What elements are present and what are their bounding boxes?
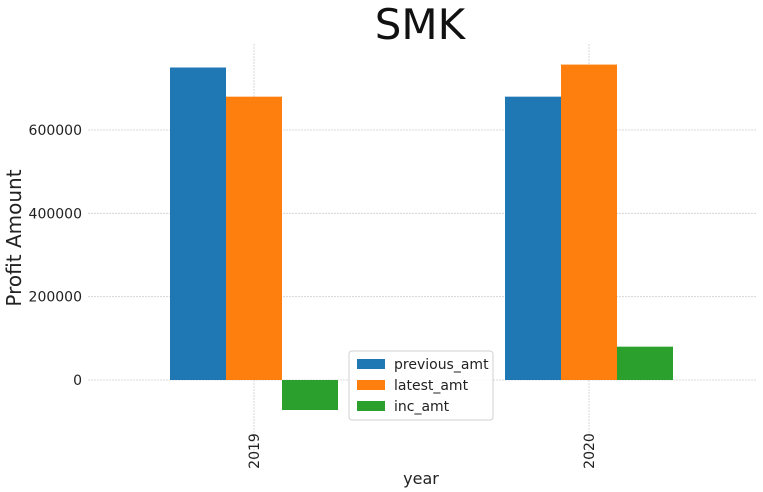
bar-inc_amt <box>282 380 338 410</box>
legend-swatch <box>357 359 385 369</box>
bar-previous_amt <box>170 67 226 380</box>
y-axis-label: Profit Amount <box>2 169 26 306</box>
legend-label: inc_amt <box>394 399 450 415</box>
legend-swatch <box>357 401 385 411</box>
bar-latest_amt <box>226 96 282 381</box>
legend-swatch <box>357 380 385 390</box>
bar-inc_amt <box>617 346 673 380</box>
x-axis-label: year <box>403 469 439 488</box>
y-tick-labels: 0 200000 400000 600000 <box>29 123 82 389</box>
x-tick-labels: 2019 2020 <box>247 433 598 469</box>
legend: previous_amt latest_amt inc_amt <box>348 350 494 421</box>
bars <box>170 64 673 410</box>
x-tick-label: 2020 <box>582 433 598 469</box>
y-tick-label: 600000 <box>29 123 82 139</box>
chart-title: SMK <box>375 0 467 49</box>
x-tick-label: 2019 <box>247 433 263 469</box>
y-tick-label: 400000 <box>29 206 82 222</box>
legend-label: previous_amt <box>394 357 489 373</box>
legend-label: latest_amt <box>394 378 469 394</box>
y-tick-label: 200000 <box>29 290 82 306</box>
bar-previous_amt <box>505 96 561 381</box>
bar-latest_amt <box>561 64 617 380</box>
y-tick-label: 0 <box>73 373 82 389</box>
